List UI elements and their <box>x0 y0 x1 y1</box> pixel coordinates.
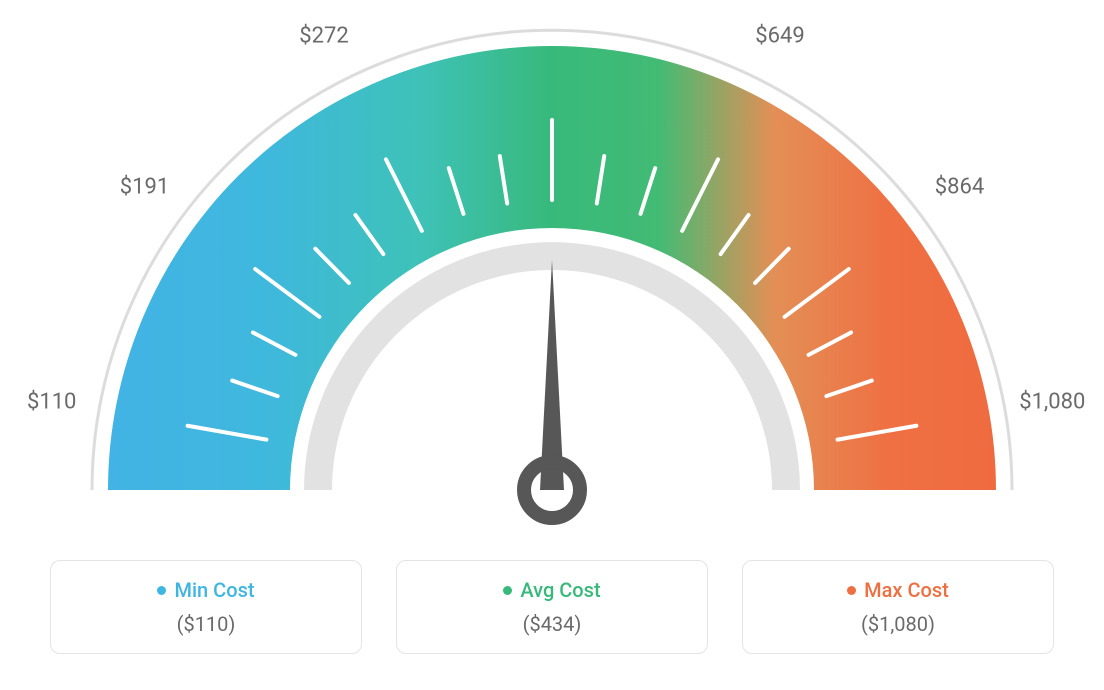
legend-title-avg: Avg Cost <box>503 578 600 602</box>
legend-label: Max Cost <box>864 578 949 602</box>
gauge-tick-label: $1,080 <box>1019 389 1085 414</box>
legend-value-max: ($1,080) <box>861 612 935 636</box>
dot-icon <box>847 586 856 595</box>
legend-value-avg: ($434) <box>523 612 582 636</box>
dot-icon <box>503 586 512 595</box>
dot-icon <box>157 586 166 595</box>
gauge-tick-label: $110 <box>27 389 76 414</box>
gauge-tick-label: $272 <box>299 24 348 49</box>
legend-card-min: Min Cost ($110) <box>50 560 362 654</box>
legend-card-avg: Avg Cost ($434) <box>396 560 708 654</box>
legend-row: Min Cost ($110) Avg Cost ($434) Max Cost… <box>0 560 1104 654</box>
legend-title-min: Min Cost <box>157 578 254 602</box>
legend-value-min: ($110) <box>177 612 236 636</box>
gauge-chart: $110$191$272$434$649$864$1,080 <box>0 0 1104 560</box>
legend-title-max: Max Cost <box>847 578 949 602</box>
gauge-tick-label: $864 <box>935 174 984 199</box>
gauge-svg <box>0 0 1104 560</box>
gauge-tick-label: $191 <box>120 174 169 199</box>
legend-label: Avg Cost <box>520 578 600 602</box>
gauge-tick-label: $649 <box>755 24 804 49</box>
legend-card-max: Max Cost ($1,080) <box>742 560 1054 654</box>
legend-label: Min Cost <box>174 578 254 602</box>
